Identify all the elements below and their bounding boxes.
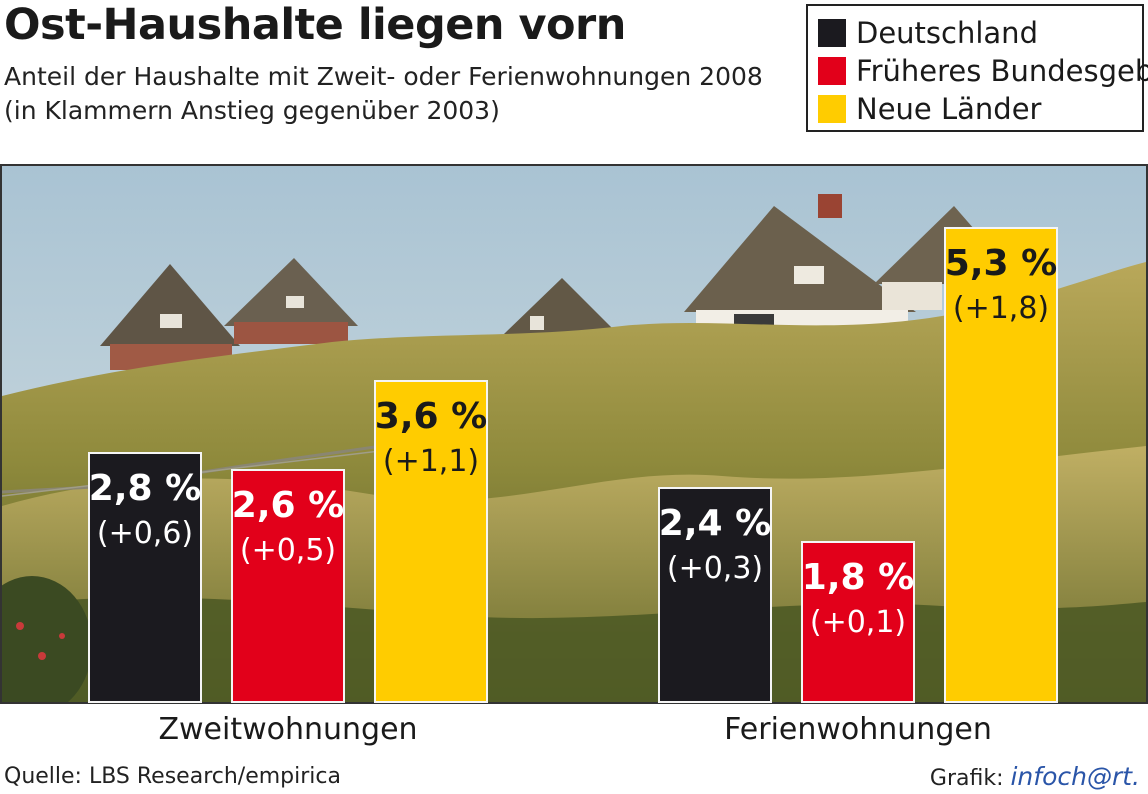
- legend: Deutschland Früheres Bundesgeb. Neue Län…: [806, 4, 1148, 132]
- subtitle-line-1: Anteil der Haushalte mit Zweit- oder Fer…: [4, 62, 763, 91]
- source-note: Quelle: LBS Research/empirica: [4, 764, 341, 789]
- legend-item-frueheres-bundesgebiet: Früheres Bundesgeb.: [818, 52, 1148, 90]
- category-label-ferienwohnungen: Ferienwohnungen: [724, 712, 992, 747]
- credit-prefix: Grafik:: [929, 766, 1004, 791]
- legend-swatch: [818, 19, 846, 47]
- legend-swatch: [818, 95, 846, 123]
- credit-brand: infoch@rt.: [1010, 762, 1140, 791]
- legend-label: Neue Länder: [856, 92, 1042, 126]
- legend-item-deutschland: Deutschland: [818, 14, 1142, 52]
- legend-label: Früheres Bundesgeb.: [856, 54, 1148, 88]
- subtitle-line-2: (in Klammern Anstieg gegenüber 2003): [4, 96, 500, 125]
- chart-subtitle: Anteil der Haushalte mit Zweit- oder Fer…: [4, 60, 763, 128]
- graphic-credit: Grafik: infoch@rt.: [930, 762, 1140, 791]
- legend-label: Deutschland: [856, 16, 1038, 50]
- background-photo: [0, 164, 1148, 704]
- chart-title: Ost-Haushalte liegen vorn: [4, 0, 626, 50]
- legend-swatch: [818, 57, 846, 85]
- dune-landscape-illustration: [2, 166, 1146, 702]
- category-label-zweitwohnungen: Zweitwohnungen: [158, 712, 418, 747]
- legend-item-neue-laender: Neue Länder: [818, 90, 1142, 128]
